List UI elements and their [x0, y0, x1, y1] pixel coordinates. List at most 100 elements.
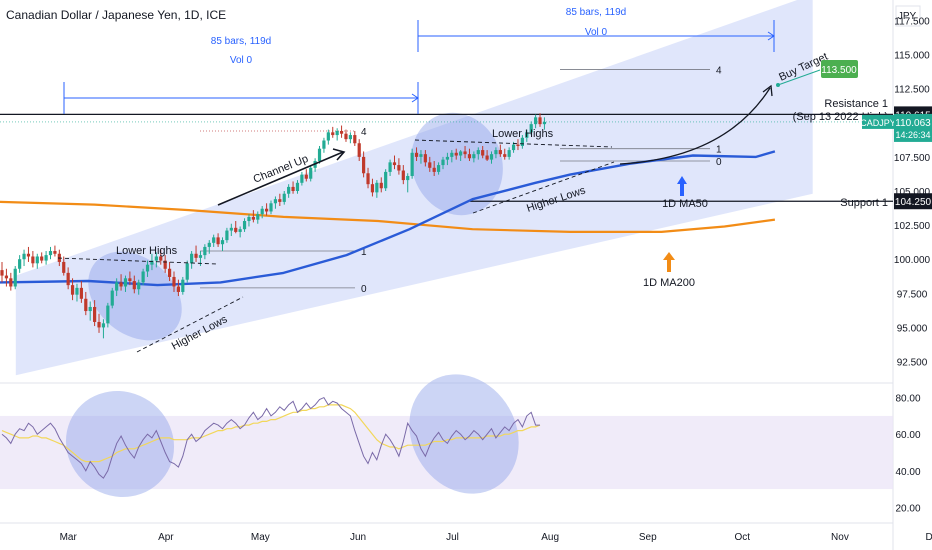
projection-curve — [619, 87, 771, 165]
countdown-text: 14:26:34 — [895, 130, 930, 140]
candle-body — [167, 268, 172, 277]
candle-body — [181, 279, 185, 292]
candle-body — [494, 150, 498, 155]
candle-body — [88, 306, 92, 312]
rsi-ellipse-2 — [409, 374, 519, 494]
lower-highs-label-2: Lower Highs — [492, 128, 554, 140]
buy-target-dot — [776, 83, 780, 87]
candle-body — [242, 221, 247, 230]
candle-body — [489, 154, 494, 160]
candle-body — [397, 165, 401, 171]
candle-body — [300, 174, 304, 183]
channel-up-arrowhead — [332, 148, 346, 161]
time-tick-label: May — [251, 532, 270, 543]
candle-body — [335, 130, 339, 136]
candle-body — [84, 298, 88, 312]
time-tick-label: Dec — [926, 532, 932, 543]
candle-body — [322, 140, 326, 149]
candle-body — [198, 255, 203, 258]
candle-body — [128, 278, 132, 282]
candle-body — [481, 150, 485, 156]
candle-body — [9, 278, 13, 287]
range-measure-2-arrowhead — [767, 31, 775, 41]
candle-body — [22, 253, 26, 260]
candle-body — [212, 237, 216, 243]
candle-body — [419, 154, 423, 157]
higher-lows-line-2 — [472, 161, 615, 214]
rsi-tick-label: 40.00 — [895, 467, 920, 478]
candle-body — [238, 229, 242, 232]
candle-body — [203, 246, 207, 256]
buy-target-line — [777, 69, 821, 86]
ma200-label: 1D MA200 — [643, 277, 695, 289]
candle-body — [388, 162, 392, 172]
candle-body — [79, 287, 83, 299]
candle-body — [35, 256, 39, 264]
candle-body — [520, 137, 524, 146]
candle-body — [445, 156, 450, 160]
candle-body — [291, 186, 295, 191]
support-price-badge — [894, 193, 932, 210]
fib-4-right-label: 4 — [716, 66, 722, 77]
price-tick-label: 97.500 — [897, 289, 928, 300]
price-tick-label: 117.500 — [894, 16, 930, 27]
fib-0-right-label: 0 — [716, 157, 722, 168]
candle-body — [251, 216, 255, 220]
time-tick-label: Nov — [831, 532, 849, 543]
candle-body — [436, 165, 441, 172]
symbol-badge-text: CADJPY — [860, 118, 896, 128]
projection-arrowhead — [762, 84, 773, 97]
time-tick-label: Jun — [350, 532, 366, 543]
candle-body — [31, 256, 35, 264]
candle-body — [18, 259, 22, 269]
candle-body — [194, 253, 198, 258]
candle-body — [172, 276, 176, 287]
candle-body — [26, 253, 31, 257]
candle-body — [119, 282, 123, 287]
fib-0-left-label: 0 — [361, 284, 367, 295]
candle-body — [44, 255, 48, 261]
candle-body — [516, 144, 520, 146]
price-tick-label: 92.500 — [897, 358, 928, 369]
candle-body — [534, 117, 538, 125]
fib-1-right-label: 1 — [716, 145, 722, 156]
candle-body — [229, 227, 233, 231]
candle-body — [503, 154, 507, 157]
current-price-text: 110.063 — [895, 118, 931, 129]
candle-body — [339, 130, 344, 134]
candle-body — [132, 281, 136, 290]
candle-body — [185, 263, 189, 280]
candle-body — [75, 287, 79, 295]
support-price-badge-text: 104.250 — [895, 197, 932, 208]
rsi-ellipse-1 — [65, 390, 175, 498]
candle-body — [159, 256, 163, 261]
rsi-line — [1, 396, 540, 479]
candle-body — [93, 306, 97, 322]
candle-body — [190, 253, 194, 264]
candle-body — [260, 208, 264, 215]
candle-body — [225, 230, 229, 241]
channel-up-arrow — [217, 151, 344, 206]
candle-body — [348, 135, 352, 140]
candle-body — [406, 175, 410, 181]
candle-body — [529, 124, 533, 133]
price-tick-label: 115.000 — [894, 51, 930, 62]
candle-body — [384, 171, 388, 189]
candle-body — [220, 240, 225, 245]
candle-body — [362, 156, 366, 174]
candle-body — [53, 251, 57, 254]
candle-body — [432, 167, 436, 172]
candle-body — [401, 170, 405, 181]
candle-body — [256, 214, 260, 220]
candle-body — [234, 227, 238, 232]
candle-body — [247, 216, 251, 222]
rsi-signal-line — [1, 404, 541, 463]
candle-body — [357, 143, 361, 157]
candle-body — [476, 150, 480, 155]
fib-4-left-label: 4 — [361, 127, 367, 138]
candle-body — [454, 152, 458, 156]
candle-body — [287, 186, 291, 194]
price-tick-label: 105.000 — [894, 187, 931, 198]
price-tick-label: 102.500 — [894, 221, 931, 232]
candle-body — [423, 154, 427, 163]
